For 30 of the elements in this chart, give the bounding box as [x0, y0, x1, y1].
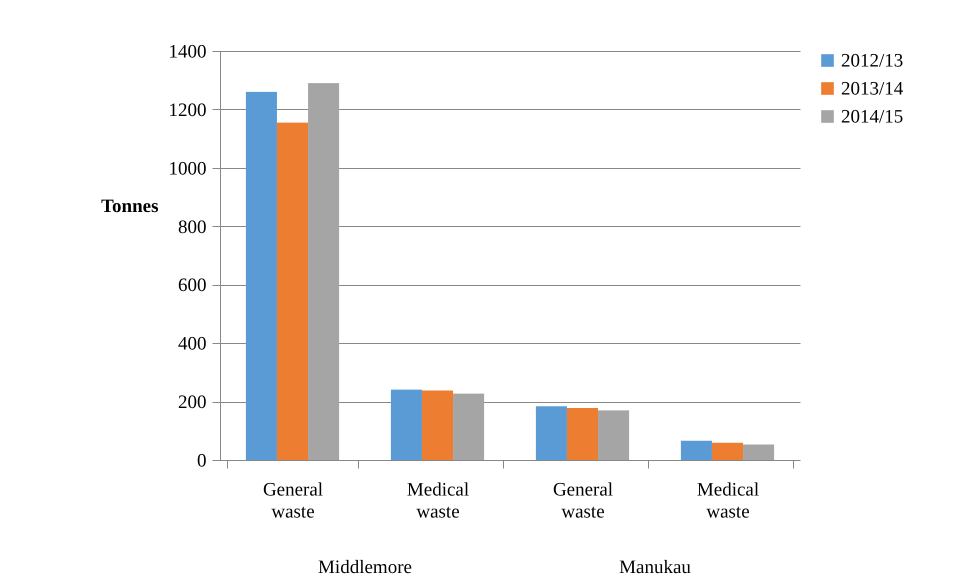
- x-tick-label: Medical waste: [406, 480, 470, 522]
- text: Manukau: [619, 557, 692, 578]
- bar: [566, 408, 598, 460]
- bar: [453, 394, 484, 460]
- bar: [276, 122, 308, 460]
- y-tick-label: 200: [178, 392, 206, 414]
- y-tick-label: 1400: [168, 42, 206, 62]
- bar: [712, 442, 744, 460]
- y-tick-label: 1000: [168, 158, 206, 180]
- bar: [598, 410, 630, 460]
- y-tick-label: 600: [178, 275, 206, 296]
- bar: [246, 92, 277, 460]
- y-tick-label: 0: [197, 450, 206, 472]
- bar: [390, 390, 422, 460]
- y-tick-label: 1200: [168, 100, 206, 121]
- x-tick-label: General waste: [262, 480, 324, 522]
- legend-label: 2012/13: [841, 50, 904, 72]
- x-tick-label: General waste: [552, 480, 614, 522]
- y-axis-title: Tonnes: [101, 196, 158, 217]
- x-tick-label: Medical waste: [696, 480, 760, 522]
- bar: [308, 83, 340, 460]
- bar: [743, 444, 774, 460]
- text: Middlemore: [318, 557, 412, 578]
- bar: [680, 440, 712, 460]
- bar: [422, 390, 454, 460]
- legend-label: 2013/14: [841, 78, 904, 100]
- bar: [536, 406, 567, 460]
- y-tick-label: 800: [178, 216, 206, 238]
- y-tick-label: 400: [178, 334, 206, 355]
- legend-label: 2014/15: [841, 106, 904, 128]
